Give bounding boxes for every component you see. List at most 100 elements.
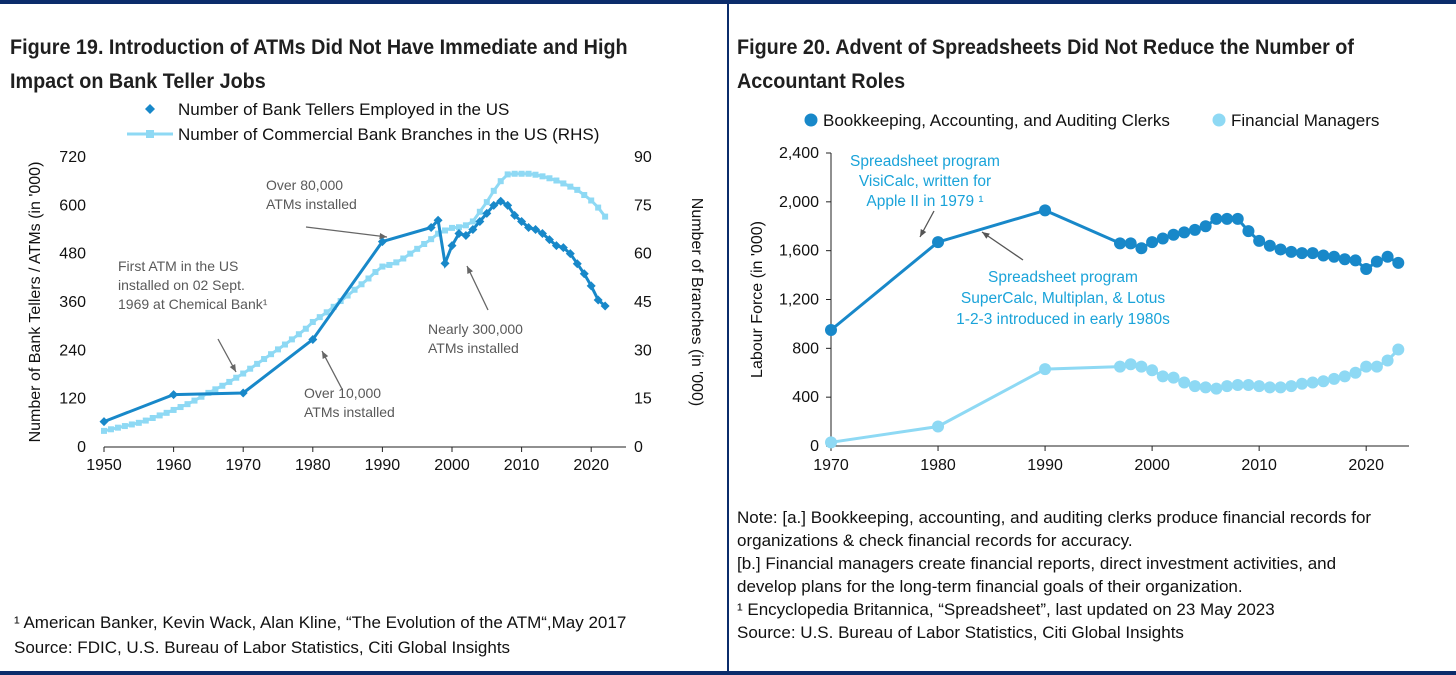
annotation-text: ATMs installed [304, 404, 395, 420]
figure-19-footnote: ¹ American Banker, Kevin Wack, Alan Klin… [14, 613, 627, 632]
tellers-data-point [377, 237, 387, 247]
branches-data-point [233, 374, 240, 381]
branches-data-point [254, 360, 261, 367]
annotation-text: ATMs installed [266, 196, 357, 212]
figure-19-panel: Figure 19. Introduction of ATMs Did Not … [0, 4, 727, 671]
managers-data-point [1178, 376, 1191, 389]
branches-data-point [212, 386, 219, 393]
managers-data-point [1306, 376, 1319, 389]
clerks-data-point [1039, 204, 1052, 217]
y2-tick-label: 45 [634, 294, 652, 311]
tellers-data-point [537, 229, 547, 239]
branches-data-point [379, 263, 386, 270]
tellers-data-point [440, 258, 450, 268]
branches-data-point [323, 309, 330, 316]
y2-axis-title: Number of Branches (in '000) [688, 198, 705, 406]
figure-20-notes: Note: [a.] Bookkeeping, accounting, and … [737, 506, 1452, 644]
clerks-data-point [1349, 254, 1362, 267]
y-tick-label: 1,600 [779, 243, 819, 260]
tellers-data-point [517, 216, 527, 226]
x-tick-label: 2020 [573, 457, 609, 474]
clerks-data-point [1146, 236, 1159, 249]
y-tick-label: 2,000 [779, 194, 819, 211]
managers-data-point [1253, 380, 1266, 393]
y-tick-label: 480 [59, 246, 86, 263]
clerks-data-point [1178, 226, 1191, 239]
clerks-data-point [1360, 262, 1373, 275]
branches-data-point [281, 341, 288, 348]
branches-data-point [268, 351, 275, 358]
branches-data-point [372, 269, 379, 276]
branches-data-point [330, 303, 337, 310]
managers-data-point [1317, 375, 1330, 388]
managers-data-point [1381, 354, 1394, 367]
note-line: Source: U.S. Bureau of Labor Statistics,… [737, 623, 1184, 642]
y2-tick-label: 75 [634, 197, 652, 214]
clerks-data-point [1188, 223, 1201, 236]
branches-data-point [177, 404, 184, 411]
managers-data-point [1199, 381, 1212, 394]
branches-data-point [107, 426, 114, 433]
x-tick-label: 1990 [365, 457, 401, 474]
y-tick-label: 800 [792, 340, 819, 357]
tellers-data-point [475, 216, 485, 226]
branches-data-point [525, 170, 532, 177]
branches-data-point [407, 250, 414, 257]
clerks-data-point [1274, 243, 1287, 256]
branches-data-point [149, 415, 156, 421]
managers-data-point [1167, 371, 1180, 384]
annotation-text: 1-2-3 introduced in early 1980s [956, 311, 1170, 328]
branches-data-point [490, 187, 497, 194]
annotation-arrow [466, 265, 489, 311]
annotation-text: Over 80,000 [266, 177, 343, 193]
y2-tick-label: 60 [634, 246, 652, 263]
legend-branches-marker [146, 130, 154, 138]
y-tick-label: 600 [59, 197, 86, 214]
branches-data-point [198, 393, 205, 400]
clerks-data-point [1306, 247, 1319, 260]
clerks-data-point [1221, 212, 1234, 225]
figure-19-title-line2: Impact on Bank Teller Jobs [10, 69, 266, 93]
branches-data-point [560, 180, 567, 187]
y-tick-label: 400 [792, 389, 819, 406]
annotation-text: Over 10,000 [304, 385, 381, 401]
annotation-text: 1969 at Chemical Bank¹ [118, 296, 268, 312]
clerks-data-point [1253, 234, 1266, 247]
branches-data-point [574, 186, 581, 193]
tellers-data-point [565, 249, 575, 259]
x-tick-label: 1970 [225, 457, 261, 474]
tellers-data-point [524, 222, 534, 232]
y2-tick-label: 30 [634, 342, 652, 359]
x-tick-label: 1970 [813, 457, 849, 474]
x-tick-label: 2000 [1134, 457, 1170, 474]
managers-data-point [825, 436, 837, 449]
tellers-data-point [308, 334, 318, 344]
managers-data-point [1360, 360, 1373, 373]
branches-data-point [386, 261, 393, 268]
branches-data-point [344, 292, 351, 299]
branches-data-point [442, 227, 449, 234]
branches-data-point [114, 424, 121, 431]
annotation-arrowhead [379, 233, 387, 240]
tellers-data-point [531, 225, 541, 234]
branches-data-point [567, 183, 574, 190]
clerks-data-point [1317, 249, 1330, 262]
branches-data-point [476, 208, 483, 215]
top-frame-bar [0, 0, 1456, 4]
branches-data-point [288, 336, 295, 343]
branches-data-point [184, 401, 191, 408]
annotation-text: Spreadsheet program [988, 269, 1138, 286]
branches-data-point [449, 224, 455, 231]
managers-data-point [1274, 381, 1287, 394]
managers-data-point [1263, 381, 1276, 394]
branches-data-point [295, 331, 302, 338]
tellers-data-point [461, 231, 471, 241]
branches-data-point [504, 171, 511, 178]
branches-data-point [365, 275, 372, 282]
x-tick-label: 2010 [504, 457, 540, 474]
managers-data-point [1242, 378, 1255, 391]
annotation-text: ATMs installed [428, 340, 519, 356]
y-tick-label: 0 [77, 439, 86, 456]
annotation-arrowhead [322, 351, 329, 359]
tellers-data-point [579, 269, 589, 279]
